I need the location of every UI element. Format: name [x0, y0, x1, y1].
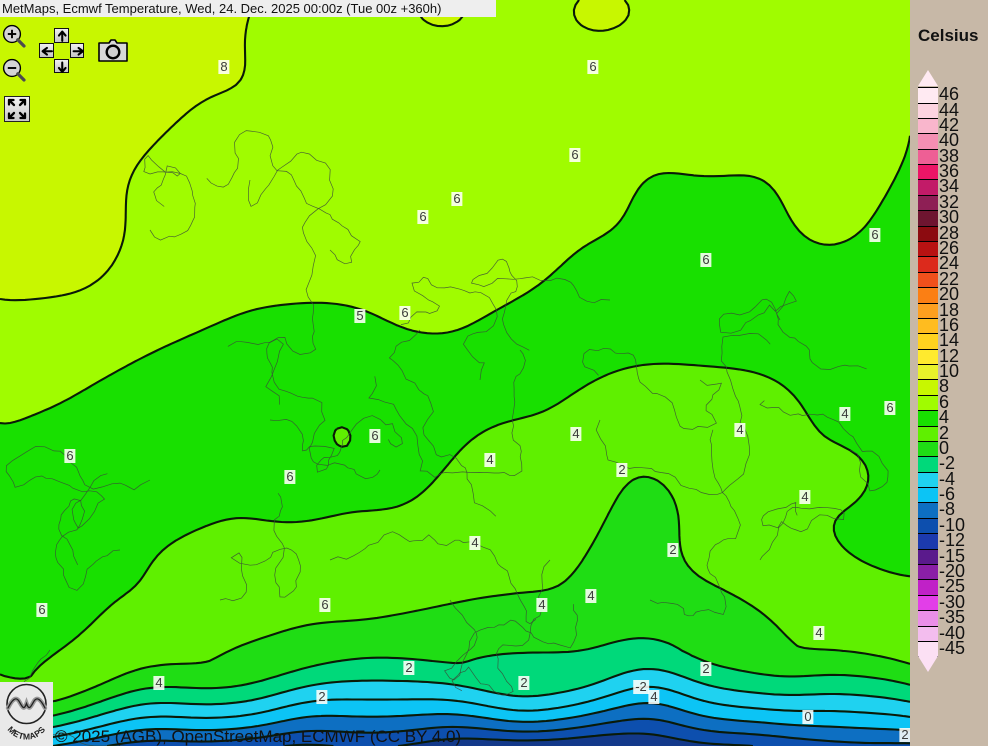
- svg-text:METMAPS: METMAPS: [6, 724, 48, 741]
